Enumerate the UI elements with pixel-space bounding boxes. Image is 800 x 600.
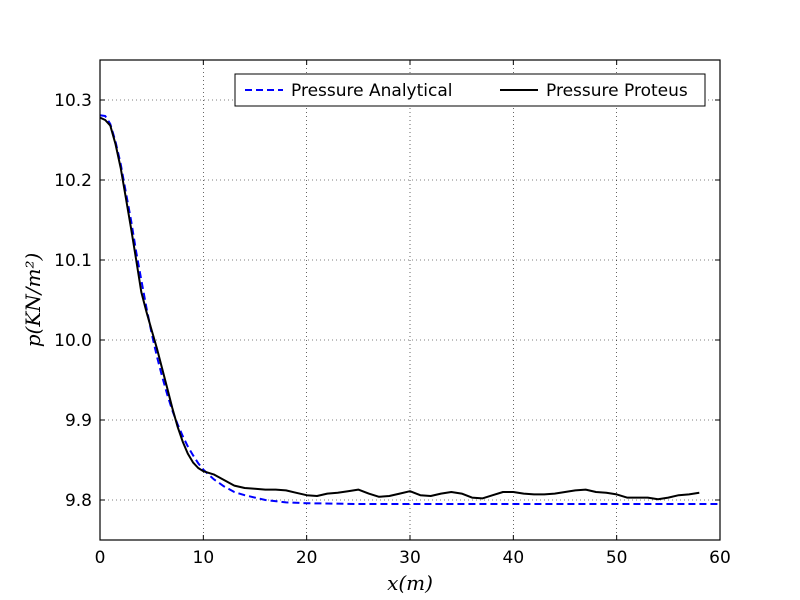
legend: Pressure Analytical Pressure Proteus — [234, 73, 706, 107]
y-tick-label: 10.3 — [54, 91, 92, 111]
x-tick-label: 30 — [399, 548, 421, 568]
legend-label-analytical: Pressure Analytical — [291, 81, 452, 101]
y-axis-label: p(KN/m²) — [21, 253, 45, 348]
legend-label-proteus: Pressure Proteus — [546, 81, 688, 101]
x-tick-label: 0 — [95, 548, 106, 568]
y-tick-label: 10.0 — [54, 331, 92, 351]
grid — [100, 60, 720, 540]
series-line-analytical — [99, 114, 720, 505]
x-tick-label: 10 — [193, 548, 215, 568]
y-tick-label: 10.2 — [54, 171, 92, 191]
x-tick-label: 40 — [503, 548, 525, 568]
y-tick-label: 9.9 — [65, 411, 92, 431]
y-tick-label: 9.8 — [65, 491, 92, 511]
x-tick-label: 20 — [296, 548, 318, 568]
ticks: 0 10 20 30 40 50 60 9.8 9.9 10.0 10.1 10.2 10.3 — [54, 60, 731, 568]
x-tick-label: 50 — [606, 548, 628, 568]
y-tick-label: 10.1 — [54, 251, 92, 271]
x-axis-label: x(m) — [387, 571, 433, 595]
series-line-proteus — [99, 116, 700, 501]
series-layer — [99, 114, 720, 505]
legend-box — [234, 73, 706, 107]
x-tick-label: 60 — [709, 548, 731, 568]
